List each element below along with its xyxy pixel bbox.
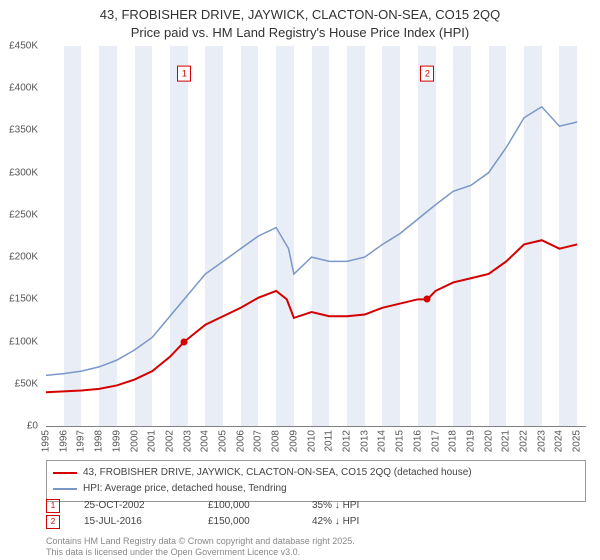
sale-row: 2 15-JUL-2016 £150,000 42% ↓ HPI xyxy=(46,514,586,530)
x-tick-label: 2018 xyxy=(448,430,459,452)
y-axis: £0£50K£100K£150K£200K£250K£300K£350K£400… xyxy=(0,46,42,426)
legend-label: 43, FROBISHER DRIVE, JAYWICK, CLACTON-ON… xyxy=(83,465,472,481)
sale-date: 15-JUL-2016 xyxy=(84,514,184,530)
x-tick-label: 1996 xyxy=(58,430,69,452)
sale-dot xyxy=(424,296,431,303)
y-tick-label: £300K xyxy=(9,167,38,178)
sale-dot xyxy=(181,338,188,345)
x-tick-label: 2020 xyxy=(483,430,494,452)
x-tick-label: 2022 xyxy=(519,430,530,452)
footer: Contains HM Land Registry data © Crown c… xyxy=(46,536,586,558)
x-tick-label: 1995 xyxy=(41,430,52,452)
x-tick-label: 2003 xyxy=(182,430,193,452)
sale-marker-box: 1 xyxy=(177,65,191,81)
x-tick-label: 2015 xyxy=(395,430,406,452)
x-tick-label: 2001 xyxy=(147,430,158,452)
y-tick-label: £0 xyxy=(27,421,38,432)
sale-index-box: 2 xyxy=(46,515,60,529)
x-tick-label: 2014 xyxy=(377,430,388,452)
footer-line2: This data is licensed under the Open Gov… xyxy=(46,547,586,558)
x-tick-label: 2016 xyxy=(412,430,423,452)
hpi-line xyxy=(46,107,577,376)
title-line2: Price paid vs. HM Land Registry's House … xyxy=(0,24,600,42)
y-tick-label: £350K xyxy=(9,125,38,136)
x-axis: 1995199619971998199920002001200220032004… xyxy=(46,428,586,460)
x-tick-label: 1997 xyxy=(76,430,87,452)
property-line xyxy=(46,240,577,392)
x-tick-label: 2011 xyxy=(324,430,335,452)
sale-marker-box: 2 xyxy=(420,65,434,81)
sale-index-box: 1 xyxy=(46,499,60,513)
sale-price: £150,000 xyxy=(208,514,288,530)
y-tick-label: £400K xyxy=(9,83,38,94)
x-tick-label: 2019 xyxy=(465,430,476,452)
chart-plot-area: 12 xyxy=(46,46,586,427)
title-line1: 43, FROBISHER DRIVE, JAYWICK, CLACTON-ON… xyxy=(0,6,600,24)
x-tick-label: 2006 xyxy=(235,430,246,452)
x-tick-label: 2000 xyxy=(129,430,140,452)
x-tick-label: 2010 xyxy=(306,430,317,452)
x-tick-label: 2023 xyxy=(536,430,547,452)
legend: 43, FROBISHER DRIVE, JAYWICK, CLACTON-ON… xyxy=(46,460,586,502)
legend-item: HPI: Average price, detached house, Tend… xyxy=(53,481,579,497)
x-tick-label: 2013 xyxy=(359,430,370,452)
x-tick-label: 2012 xyxy=(341,430,352,452)
x-tick-label: 2007 xyxy=(253,430,264,452)
y-tick-label: £50K xyxy=(15,378,38,389)
x-tick-label: 2024 xyxy=(554,430,565,452)
sale-hpi-diff: 42% ↓ HPI xyxy=(312,514,359,530)
sale-hpi-diff: 35% ↓ HPI xyxy=(312,498,359,514)
chart-title: 43, FROBISHER DRIVE, JAYWICK, CLACTON-ON… xyxy=(0,0,600,41)
sale-date: 25-OCT-2002 xyxy=(84,498,184,514)
footer-line1: Contains HM Land Registry data © Crown c… xyxy=(46,536,586,547)
y-tick-label: £250K xyxy=(9,209,38,220)
y-tick-label: £450K xyxy=(9,41,38,52)
legend-label: HPI: Average price, detached house, Tend… xyxy=(83,481,287,497)
x-tick-label: 2009 xyxy=(288,430,299,452)
legend-swatch xyxy=(53,488,77,490)
sale-price: £100,000 xyxy=(208,498,288,514)
x-tick-label: 2002 xyxy=(164,430,175,452)
x-tick-label: 1999 xyxy=(111,430,122,452)
sale-row: 1 25-OCT-2002 £100,000 35% ↓ HPI xyxy=(46,498,586,514)
x-tick-label: 2005 xyxy=(218,430,229,452)
x-tick-label: 2021 xyxy=(501,430,512,452)
x-tick-label: 1998 xyxy=(94,430,105,452)
x-tick-label: 2008 xyxy=(271,430,282,452)
legend-item: 43, FROBISHER DRIVE, JAYWICK, CLACTON-ON… xyxy=(53,465,579,481)
y-tick-label: £100K xyxy=(9,336,38,347)
x-tick-label: 2025 xyxy=(572,430,583,452)
y-tick-label: £200K xyxy=(9,252,38,263)
y-tick-label: £150K xyxy=(9,294,38,305)
sales-table: 1 25-OCT-2002 £100,000 35% ↓ HPI 2 15-JUL-201… xyxy=(46,498,586,530)
legend-swatch xyxy=(53,472,77,474)
x-tick-label: 2017 xyxy=(430,430,441,452)
x-tick-label: 2004 xyxy=(200,430,211,452)
